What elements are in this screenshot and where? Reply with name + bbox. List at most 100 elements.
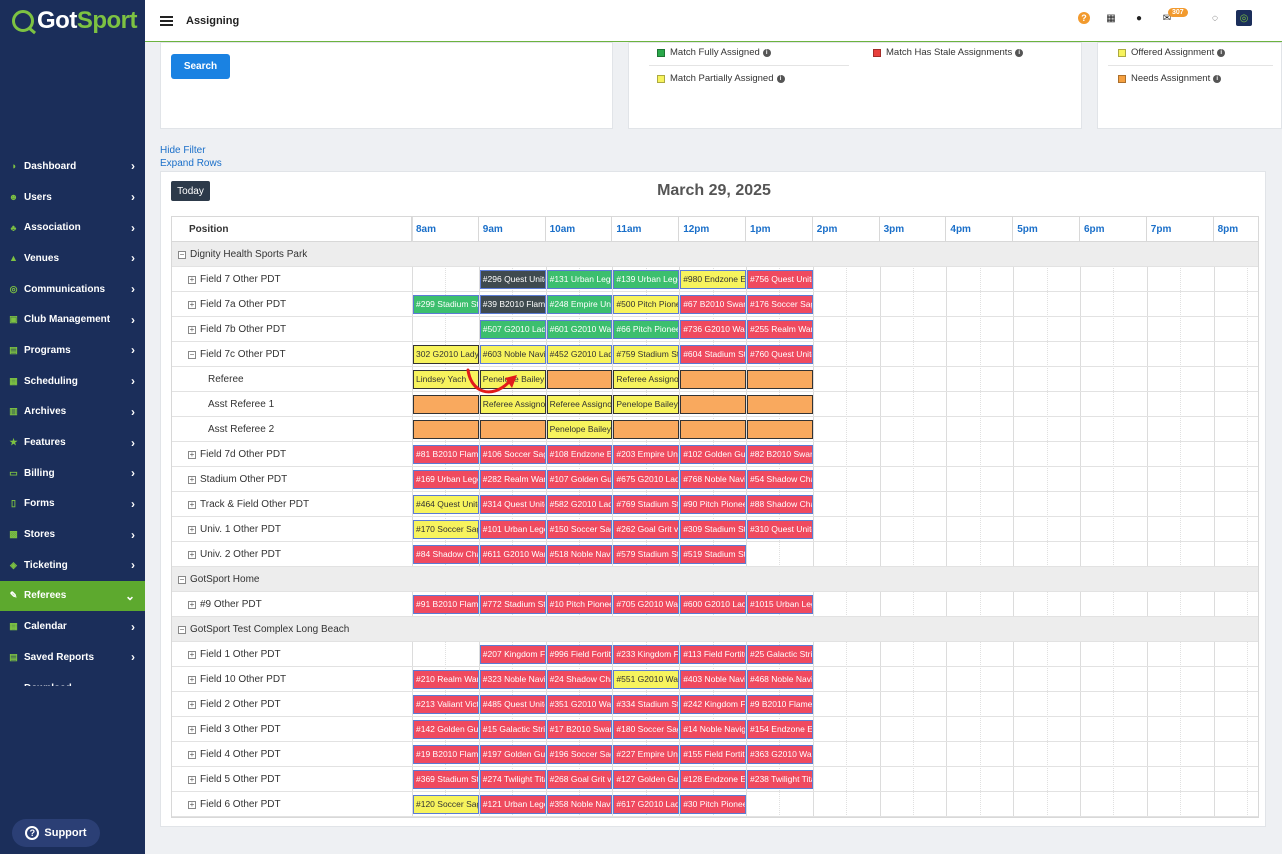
expand-icon[interactable]: + xyxy=(188,774,196,784)
match-event[interactable]: #255 Realm Wanderers xyxy=(747,320,813,339)
sidebar-item-download[interactable]: ▾ Download› xyxy=(0,673,145,686)
hide-filter-link[interactable]: Hide Filter xyxy=(160,145,206,156)
match-event[interactable]: #274 Twilight Titans xyxy=(479,770,546,789)
match-event[interactable]: #518 Noble Navigators xyxy=(546,545,613,564)
mail-icon[interactable]: ✉ 307 xyxy=(1160,8,1188,25)
match-event[interactable]: #334 Stadium Stars xyxy=(613,695,680,714)
help-icon[interactable]: ? xyxy=(1078,12,1090,24)
match-event[interactable]: #299 Stadium Stars xyxy=(413,295,479,314)
match-event[interactable]: #759 Stadium Stars xyxy=(613,345,680,364)
match-event[interactable]: #154 Endzone Elite xyxy=(747,720,813,739)
match-event[interactable]: #170 Soccer Saga xyxy=(413,520,479,539)
match-event[interactable]: #82 B2010 Swarm xyxy=(747,445,813,464)
chat-icon[interactable]: ◌ xyxy=(1212,12,1218,24)
match-event[interactable]: #500 Pitch Pioneers xyxy=(613,295,680,314)
today-button[interactable]: Today xyxy=(171,181,210,201)
sidebar-item-billing[interactable]: ▭ Billing › xyxy=(0,458,145,489)
expand-icon[interactable]: + xyxy=(188,724,196,734)
match-event[interactable]: #769 Stadium Stars xyxy=(613,495,680,514)
match-event[interactable]: #485 Quest United xyxy=(479,695,546,714)
assignment-slot[interactable]: Penelope Bailey xyxy=(546,420,613,439)
user-icon[interactable]: ● xyxy=(1135,12,1143,24)
match-event[interactable]: #309 Stadium Stars xyxy=(680,520,746,539)
match-event[interactable]: #113 Field Fortitude xyxy=(680,645,746,664)
match-event[interactable]: #464 Quest United xyxy=(413,495,479,514)
info-icon[interactable]: i xyxy=(762,48,771,57)
expand-icon[interactable]: + xyxy=(188,274,196,284)
expand-icon[interactable]: + xyxy=(188,649,196,659)
match-event[interactable]: #600 G2010 Lady xyxy=(680,595,746,614)
match-event[interactable]: #705 G2010 Warriors xyxy=(613,595,680,614)
expand-icon[interactable]: + xyxy=(188,524,196,534)
match-event[interactable]: #268 Goal Grit vs xyxy=(546,770,613,789)
match-event[interactable]: #14 Noble Navigators xyxy=(680,720,746,739)
sidebar-item-communications[interactable]: ◎ Communications › xyxy=(0,274,145,305)
match-event[interactable]: #282 Realm Wanderers xyxy=(479,470,546,489)
match-event[interactable]: #19 B2010 Flames xyxy=(413,745,479,764)
info-icon[interactable]: i xyxy=(776,74,785,83)
info-icon[interactable]: i xyxy=(1015,48,1024,57)
match-event[interactable]: #351 G2010 Warriors xyxy=(546,695,613,714)
match-event[interactable]: #617 G2010 Lady xyxy=(613,795,680,814)
match-event[interactable]: #369 Stadium Stars xyxy=(413,770,479,789)
assignment-slot[interactable] xyxy=(413,395,479,414)
match-event[interactable]: #238 Twilight Titans xyxy=(747,770,813,789)
match-event[interactable]: #108 Endzone Elite xyxy=(546,445,613,464)
assignment-slot[interactable] xyxy=(546,370,613,389)
assignment-slot[interactable] xyxy=(613,420,680,439)
assignment-slot[interactable]: Lindsey Yach xyxy=(413,370,479,389)
support-button[interactable]: ? Support xyxy=(12,819,100,847)
match-event[interactable]: #468 Noble Navigators xyxy=(747,670,813,689)
apps-grid-icon[interactable]: ▦ xyxy=(1106,12,1116,24)
match-event[interactable]: #121 Urban Legends xyxy=(479,795,546,814)
assignment-slot[interactable] xyxy=(413,420,479,439)
match-event[interactable]: #91 B2010 Flames xyxy=(413,595,479,614)
match-event[interactable]: #582 G2010 Lady xyxy=(546,495,613,514)
sidebar-item-scheduling[interactable]: ▦ Scheduling › xyxy=(0,366,145,397)
match-event[interactable]: #169 Urban Legends xyxy=(413,470,479,489)
expand-icon[interactable]: + xyxy=(188,749,196,759)
match-event[interactable]: #314 Quest United xyxy=(479,495,546,514)
collapse-icon[interactable]: − xyxy=(178,574,186,584)
match-event[interactable]: #81 B2010 Flames xyxy=(413,445,479,464)
match-event[interactable]: #207 Kingdom FC xyxy=(479,645,546,664)
match-event[interactable]: #128 Endzone Elite xyxy=(680,770,746,789)
assignment-slot[interactable] xyxy=(479,420,546,439)
sidebar-item-referees[interactable]: ✎ Referees ⌄ xyxy=(0,580,145,612)
match-event[interactable]: #120 Soccer Saga xyxy=(413,795,479,814)
match-event[interactable]: #603 Noble Navigators xyxy=(479,345,546,364)
expand-icon[interactable]: + xyxy=(188,549,196,559)
match-event[interactable]: #197 Golden Guardians xyxy=(479,745,546,764)
match-event[interactable]: #88 Shadow Chasers xyxy=(747,495,813,514)
match-event[interactable]: #996 Field Fortitude xyxy=(546,645,613,664)
match-event[interactable]: #323 Noble Navigators xyxy=(479,670,546,689)
match-event[interactable]: #107 Golden Guardians xyxy=(546,470,613,489)
collapse-icon[interactable]: − xyxy=(178,624,186,634)
sidebar-item-calendar[interactable]: ▦ Calendar › xyxy=(0,611,145,642)
search-button[interactable]: Search xyxy=(171,54,230,79)
match-event[interactable]: #90 Pitch Pioneers xyxy=(680,495,746,514)
assignment-slot[interactable]: Penelope Bailey xyxy=(613,395,680,414)
match-event[interactable]: #30 Pitch Pioneers xyxy=(680,795,746,814)
match-event[interactable]: #358 Noble Navigators xyxy=(546,795,613,814)
match-event[interactable]: #772 Stadium Stars xyxy=(479,595,546,614)
match-event[interactable]: #604 Stadium Stars xyxy=(680,345,746,364)
match-event[interactable]: #310 Quest United xyxy=(747,520,813,539)
match-event[interactable]: #25 Galactic Strikers xyxy=(747,645,813,664)
expand-icon[interactable]: + xyxy=(188,449,196,459)
match-event[interactable]: #155 Field Fortitude xyxy=(680,745,746,764)
match-event[interactable]: #39 B2010 Flames xyxy=(479,295,546,314)
match-event[interactable]: #363 G2010 Warriors xyxy=(747,745,813,764)
sidebar-item-archives[interactable]: ▥ Archives › xyxy=(0,397,145,428)
match-event[interactable]: #1015 Urban Legends xyxy=(747,595,813,614)
assignment-slot[interactable]: Referee Assignor xyxy=(479,395,546,414)
match-event[interactable]: #150 Soccer Saga xyxy=(546,520,613,539)
match-event[interactable]: #233 Kingdom FC xyxy=(613,645,680,664)
match-event[interactable]: #17 B2010 Swarm xyxy=(546,720,613,739)
match-event[interactable]: #296 Quest United xyxy=(479,270,546,289)
sidebar-item-features[interactable]: ★ Features › xyxy=(0,427,145,458)
assignment-slot[interactable] xyxy=(680,420,746,439)
match-event[interactable]: #507 G2010 Lady xyxy=(479,320,546,339)
info-icon[interactable]: i xyxy=(1217,48,1226,57)
expand-icon[interactable]: + xyxy=(188,499,196,509)
